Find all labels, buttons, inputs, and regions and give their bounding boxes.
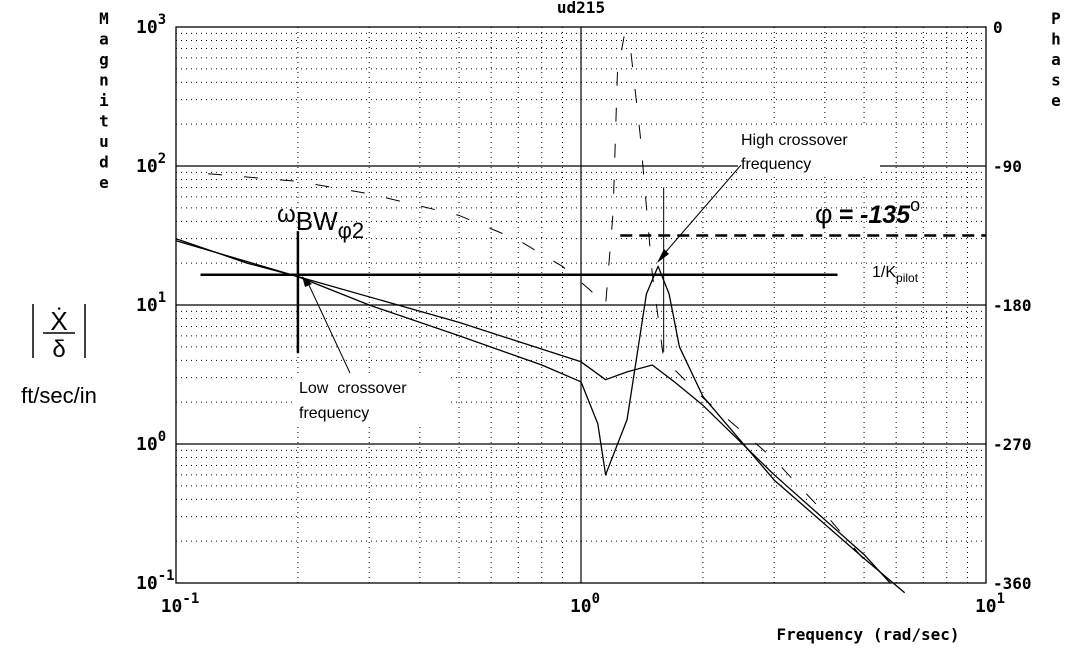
x-axis-label: Frequency (rad/sec) bbox=[776, 625, 959, 644]
phase-tick-label: -180 bbox=[993, 296, 1032, 315]
magnitude-label-letter: d bbox=[99, 153, 109, 172]
omega-bw-label: ωBWφ2 bbox=[277, 201, 364, 243]
x-tick-label: 10-1 bbox=[161, 591, 200, 617]
y-tick-label: 100 bbox=[136, 429, 166, 455]
grid bbox=[176, 27, 986, 583]
phase-tick-label: -90 bbox=[993, 157, 1022, 176]
phase-reference-label: φ = -135o bbox=[815, 195, 920, 229]
inverse-kpilot-label: 1/Kpilot bbox=[872, 264, 919, 285]
y-tick-label: 10-1 bbox=[136, 568, 175, 594]
low-crossover-line-2: frequency bbox=[299, 405, 369, 422]
magnitude-label-letter: g bbox=[99, 50, 109, 69]
tick-labels: 103 102 101 100 10-110-1 100 101 0 -90 -180 -270 -3… bbox=[136, 12, 1032, 617]
reference-lines bbox=[200, 187, 986, 354]
magnitude-label-letter: t bbox=[99, 112, 109, 131]
y-formula-label: Ẋ δ ft/sec/in bbox=[21, 304, 97, 408]
series-line-1 bbox=[175, 238, 906, 594]
magnitude-label-letter: i bbox=[99, 91, 109, 110]
magnitude-label-letter: M bbox=[99, 9, 109, 28]
magnitude-label-letter: u bbox=[99, 132, 109, 151]
low-crossover-annotation: Low crossover frequency bbox=[296, 276, 448, 425]
chart-title: ud215 bbox=[557, 0, 605, 17]
phase-label-letter: e bbox=[1051, 91, 1061, 110]
plot-frame bbox=[175, 26, 987, 584]
magnitude-label-letter: e bbox=[99, 173, 109, 192]
y-tick-label: 101 bbox=[136, 290, 166, 316]
series-line-3 bbox=[208, 34, 865, 561]
low-crossover-line-1: Low crossover bbox=[299, 380, 407, 397]
high-crossover-line-2: frequency bbox=[741, 156, 811, 173]
y-formula-numerator: Ẋ bbox=[50, 306, 67, 336]
phase-label-letter: P bbox=[1051, 9, 1061, 28]
phase-label-letter: a bbox=[1051, 50, 1061, 69]
series-line-2 bbox=[175, 240, 891, 584]
magnitude-label-letter: n bbox=[99, 71, 109, 90]
y-tick-label: 102 bbox=[136, 151, 166, 177]
phase-tick-label: -360 bbox=[993, 574, 1032, 593]
phase-tick-label: 0 bbox=[993, 18, 1003, 37]
high-crossover-annotation: High crossover frequency bbox=[657, 127, 880, 263]
y-units-label: ft/sec/in bbox=[21, 383, 97, 408]
y-tick-label: 103 bbox=[136, 12, 166, 38]
series-layer bbox=[175, 34, 906, 594]
phase-label-letter: h bbox=[1051, 30, 1061, 49]
magnitude-label-letter: a bbox=[99, 30, 109, 49]
high-crossover-line-1: High crossover bbox=[741, 132, 848, 149]
x-tick-label: 101 bbox=[975, 591, 1005, 617]
phase-tick-label: -270 bbox=[993, 435, 1032, 454]
y-formula-denominator: δ bbox=[52, 336, 65, 363]
x-tick-label: 100 bbox=[570, 591, 600, 617]
phase-label-letter: s bbox=[1051, 71, 1061, 90]
